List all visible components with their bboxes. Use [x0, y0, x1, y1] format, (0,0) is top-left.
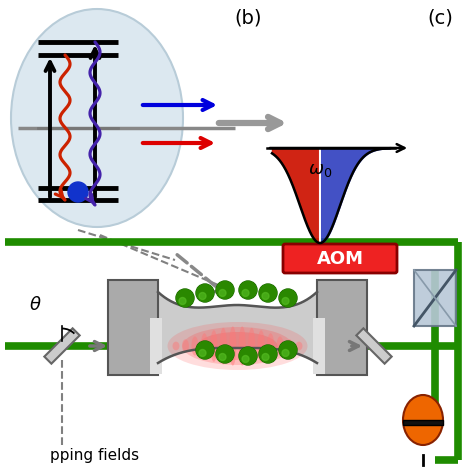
Ellipse shape: [173, 341, 180, 350]
Circle shape: [280, 289, 296, 307]
Circle shape: [240, 348, 257, 364]
Ellipse shape: [257, 330, 265, 362]
Circle shape: [179, 297, 186, 304]
Ellipse shape: [286, 339, 293, 353]
Ellipse shape: [182, 327, 293, 365]
Circle shape: [197, 285, 213, 302]
Circle shape: [216, 345, 234, 363]
Circle shape: [197, 341, 213, 358]
Circle shape: [279, 289, 297, 307]
Circle shape: [239, 347, 257, 365]
Ellipse shape: [248, 328, 255, 364]
Circle shape: [262, 293, 269, 300]
Circle shape: [176, 289, 194, 307]
Ellipse shape: [229, 326, 236, 366]
Circle shape: [217, 346, 234, 363]
Ellipse shape: [197, 332, 278, 360]
Circle shape: [240, 281, 257, 298]
Bar: [313, 318, 325, 374]
Circle shape: [196, 341, 214, 359]
Ellipse shape: [267, 333, 274, 359]
Circle shape: [176, 289, 194, 307]
Ellipse shape: [182, 339, 189, 353]
Bar: [414, 270, 456, 326]
Circle shape: [282, 297, 289, 304]
Circle shape: [216, 281, 234, 299]
Bar: [45, 328, 80, 363]
Circle shape: [199, 293, 206, 300]
Bar: [403, 420, 443, 425]
Ellipse shape: [220, 328, 227, 364]
Circle shape: [68, 182, 88, 202]
Ellipse shape: [191, 336, 198, 356]
Ellipse shape: [11, 9, 183, 227]
Circle shape: [219, 289, 226, 296]
Circle shape: [242, 289, 249, 296]
Bar: [108, 280, 158, 375]
Ellipse shape: [167, 322, 308, 370]
FancyBboxPatch shape: [283, 244, 397, 273]
Ellipse shape: [403, 395, 443, 445]
Circle shape: [259, 284, 277, 302]
Circle shape: [239, 281, 257, 299]
Circle shape: [259, 285, 277, 302]
Circle shape: [219, 354, 226, 361]
Circle shape: [217, 281, 234, 298]
Text: pping fields: pping fields: [50, 447, 139, 462]
Text: (c): (c): [427, 8, 453, 28]
Polygon shape: [158, 292, 317, 363]
Circle shape: [262, 354, 269, 361]
Text: (b): (b): [234, 8, 262, 28]
Bar: [356, 328, 392, 363]
Circle shape: [242, 356, 249, 363]
Text: $\omega_0$: $\omega_0$: [308, 161, 332, 179]
Ellipse shape: [295, 341, 303, 350]
Circle shape: [280, 341, 296, 358]
Text: $\theta$: $\theta$: [29, 296, 41, 314]
Circle shape: [279, 341, 297, 359]
Circle shape: [196, 284, 214, 302]
Bar: [150, 318, 162, 374]
Bar: [317, 280, 367, 375]
Ellipse shape: [277, 336, 284, 356]
Circle shape: [199, 349, 206, 356]
Circle shape: [259, 346, 277, 363]
Ellipse shape: [210, 330, 217, 362]
Circle shape: [259, 345, 277, 363]
Circle shape: [282, 349, 289, 356]
Text: AOM: AOM: [317, 250, 363, 267]
Ellipse shape: [239, 326, 246, 366]
Ellipse shape: [201, 333, 208, 359]
